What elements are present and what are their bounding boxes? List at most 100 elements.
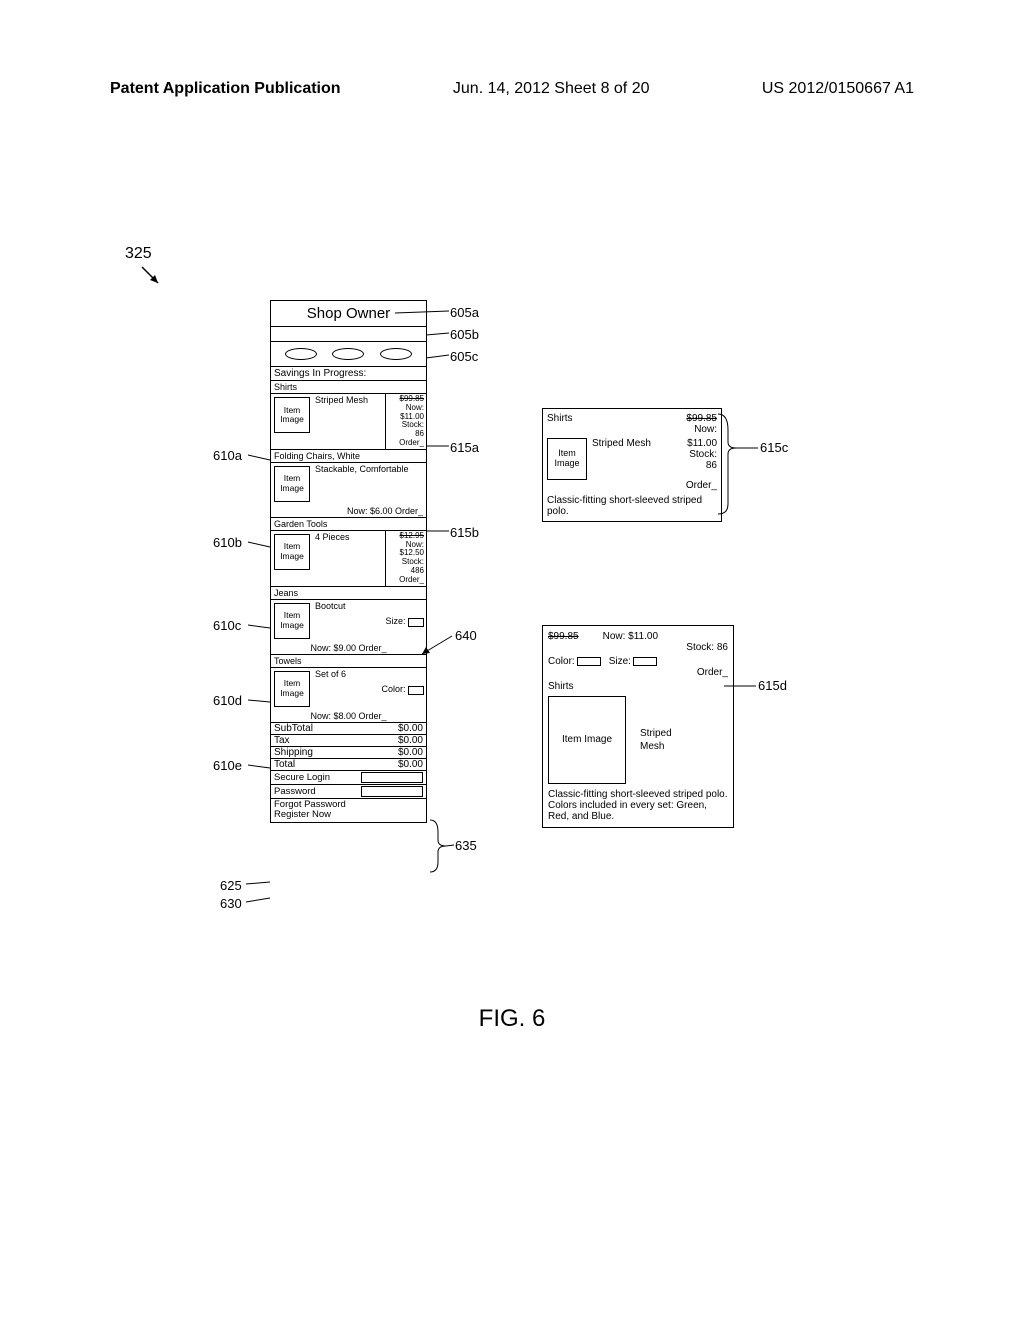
header-center: Jun. 14, 2012 Sheet 8 of 20 (453, 80, 650, 98)
ref-615b: 615b (450, 525, 479, 540)
shipping-lbl: Shipping (274, 747, 313, 758)
d615d-colorlbl: Color: (548, 656, 575, 667)
d615d-color-input[interactable] (577, 657, 601, 666)
ref-615c: 615c (760, 440, 788, 455)
main-panel: Shop Owner Savings In Progress: Shirts I… (270, 300, 427, 823)
card-jeans-foot[interactable]: Now: $9.00 Order_ (271, 642, 426, 654)
card-shirts-mid: Striped Mesh (313, 394, 385, 449)
card-garden-mid: 4 Pieces (313, 531, 385, 586)
ref-605a: 605a (450, 305, 479, 320)
d615c-stocklbl: Stock: (655, 449, 718, 460)
card-garden-image: Item Image (274, 534, 310, 570)
ovals-row-605c (271, 342, 426, 367)
login-links: Forgot Password Register Now (271, 799, 426, 823)
page-header: Patent Application Publication Jun. 14, … (0, 80, 1024, 98)
card-chairs: Folding Chairs, White Item Image Stackab… (271, 450, 426, 518)
card-towels: Towels Item Image Set of 6 Color: Now: $… (271, 655, 426, 723)
card-shirts-head: Shirts (271, 381, 426, 394)
d615d-desc: Classic-fitting short-sleeved striped po… (548, 789, 728, 822)
password-input[interactable] (361, 786, 423, 797)
ref-615d: 615d (758, 678, 787, 693)
card-towels-head: Towels (271, 655, 426, 668)
d615d-stock: Stock: 86 (548, 642, 728, 653)
card-shirts: Shirts Item Image Striped Mesh $99.85 No… (271, 381, 426, 450)
card-jeans-image: Item Image (274, 603, 310, 639)
d615c-desc: Classic-fitting short-sleeved striped po… (547, 495, 717, 517)
ref-640: 640 (455, 628, 477, 643)
ref-635: 635 (455, 838, 477, 853)
d615c-mesh: Striped Mesh (592, 438, 655, 449)
card-jeans-head: Jeans (271, 587, 426, 600)
ref-610c: 610c (213, 618, 241, 633)
d615d-order[interactable]: Order_ (548, 667, 728, 678)
d615c-stock: 86 (655, 460, 718, 471)
d615d-sizelbl: Size: (609, 656, 631, 667)
card-shirts-image: Item Image (274, 397, 310, 433)
tax-val: $0.00 (398, 735, 423, 746)
ref-610a: 610a (213, 448, 242, 463)
ref-610b: 610b (213, 535, 242, 550)
ref-625: 625 (220, 878, 242, 893)
d615c-order[interactable]: Order_ (547, 480, 717, 491)
d615c-nowlbl: Now: (694, 424, 717, 435)
d615d-title: Shirts (548, 681, 728, 692)
register-now-link[interactable]: Register Now (274, 810, 423, 821)
d615c-image: Item Image (547, 438, 587, 480)
detail-615d: $99.85 Now: $11.00 Stock: 86 Color: Size… (542, 625, 734, 828)
subtotal-val: $0.00 (398, 723, 423, 734)
card-garden-head: Garden Tools (271, 518, 426, 531)
figure-label: FIG. 6 (0, 1005, 1024, 1033)
card-jeans-mid: Bootcut Size: (313, 600, 426, 642)
ref-605c: 605c (450, 349, 478, 364)
password-label: Password (274, 786, 316, 797)
card-towels-foot[interactable]: Now: $8.00 Order_ (271, 710, 426, 722)
leader-lines (0, 0, 1024, 1320)
towels-color-input[interactable] (408, 686, 424, 695)
ref-610e: 610e (213, 758, 242, 773)
ref-605b: 605b (450, 327, 479, 342)
oval-2[interactable] (332, 348, 364, 360)
card-garden: Garden Tools Item Image 4 Pieces $12.95 … (271, 518, 426, 587)
tax-lbl: Tax (274, 735, 290, 746)
d615d-mesh2: Mesh (640, 741, 672, 754)
secure-login-row: Secure Login (271, 771, 426, 785)
card-towels-mid: Set of 6 Color: (313, 668, 426, 710)
secure-login-input[interactable] (361, 772, 423, 783)
arrow-325-icon (140, 265, 170, 295)
secure-login-label: Secure Login (274, 772, 330, 783)
d615c-old: $99.85 (686, 413, 717, 424)
total-lbl: Total (274, 759, 295, 770)
totals-block: SubTotal $0.00 Tax $0.00 Shipping $0.00 Tot… (271, 723, 426, 771)
header-blank-605b (271, 327, 426, 342)
jeans-size-input[interactable] (408, 618, 424, 627)
towels-color-lbl: Color: (381, 684, 405, 694)
card-chairs-foot[interactable]: Now: $6.00 Order_ (271, 505, 426, 517)
d615d-now: Now: $11.00 (603, 631, 658, 642)
header-left: Patent Application Publication (110, 80, 341, 98)
detail-615c: Shirts $99.85 Now: Item Image Striped Me… (542, 408, 722, 522)
savings-title: Savings In Progress: (271, 367, 426, 381)
ref-610d: 610d (213, 693, 242, 708)
oval-1[interactable] (285, 348, 317, 360)
card-towels-image: Item Image (274, 671, 310, 707)
jeans-mid-text: Bootcut (315, 601, 346, 611)
card-garden-price: $12.95 Now: $12.50 Stock: 486 Order_ (385, 531, 426, 586)
card-chairs-image: Item Image (274, 466, 310, 502)
d615d-old: $99.85 (548, 631, 579, 642)
header-right: US 2012/0150667 A1 (762, 80, 914, 98)
subtotal-lbl: SubTotal (274, 723, 313, 734)
towels-mid-text: Set of 6 (315, 669, 346, 679)
d615d-image: Item Image (548, 696, 626, 784)
card-jeans: Jeans Item Image Bootcut Size: Now: $9.0… (271, 587, 426, 655)
total-val: $0.00 (398, 759, 423, 770)
garden-order[interactable]: Order_ (388, 576, 424, 585)
shirts-order[interactable]: Order_ (388, 439, 424, 448)
card-chairs-head: Folding Chairs, White (271, 450, 426, 463)
shop-owner-title: Shop Owner (271, 301, 426, 327)
d615d-size-input[interactable] (633, 657, 657, 666)
password-row: Password (271, 785, 426, 799)
oval-3[interactable] (380, 348, 412, 360)
d615c-title: Shirts (547, 413, 573, 424)
d615c-now: $11.00 (655, 438, 718, 449)
jeans-size-lbl: Size: (385, 616, 405, 626)
